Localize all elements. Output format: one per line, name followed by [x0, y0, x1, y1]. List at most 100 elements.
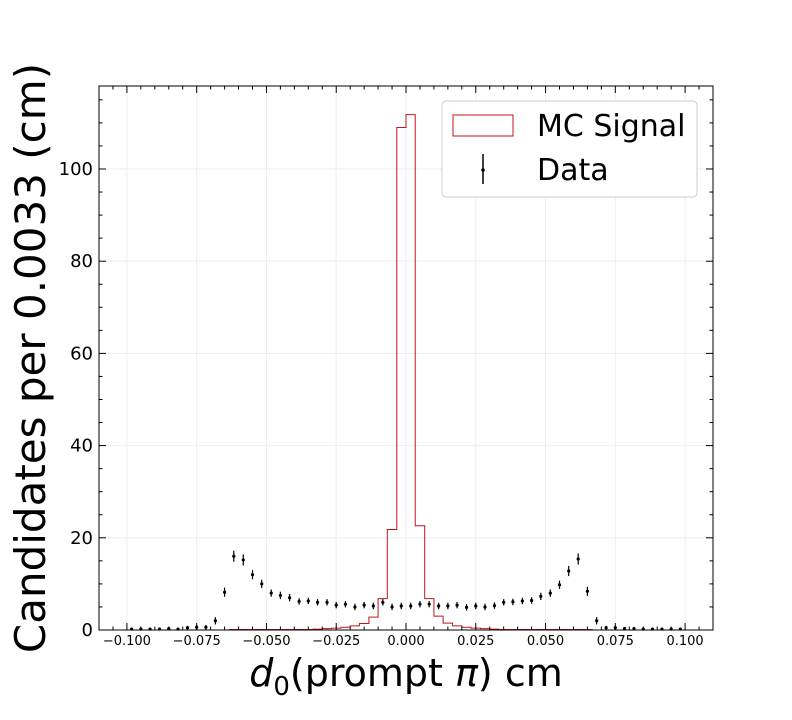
x-tick-label: −0.050 — [242, 634, 290, 649]
data-point — [381, 599, 385, 606]
x-axis-label-sub: 0 — [273, 672, 290, 702]
legend-mc-swatch — [452, 114, 514, 137]
data-marker — [260, 582, 264, 586]
data-point — [288, 594, 292, 602]
data-point — [511, 598, 515, 606]
data-point — [529, 597, 534, 604]
data-marker — [427, 602, 431, 606]
data-point — [446, 602, 450, 610]
x-axis-label: d0(prompt π) cm — [249, 651, 563, 702]
data-point — [595, 617, 599, 625]
data-marker — [353, 605, 357, 609]
x-axis-label-main: d — [249, 651, 274, 695]
data-point — [250, 570, 255, 580]
data-point — [557, 580, 562, 589]
data-marker — [464, 605, 469, 610]
x-tick-label: −0.025 — [312, 634, 360, 649]
data-marker — [232, 554, 236, 558]
data-point — [474, 602, 478, 610]
data-marker — [511, 600, 515, 604]
data-marker — [381, 600, 385, 604]
x-axis-label-close: ) — [478, 651, 493, 695]
data-marker — [474, 604, 478, 608]
data-marker — [585, 589, 590, 593]
data-marker — [529, 598, 534, 603]
data-point — [269, 589, 273, 597]
data-marker — [418, 602, 422, 606]
x-tick-label: −0.100 — [103, 634, 151, 649]
legend-data-marker — [481, 168, 485, 172]
data-point — [362, 601, 366, 609]
data-marker — [502, 600, 506, 604]
data-point — [483, 603, 487, 611]
x-tick-label: 0.050 — [527, 634, 564, 649]
data-marker — [306, 599, 310, 603]
data-marker — [437, 604, 441, 608]
data-marker — [315, 600, 320, 604]
data-point — [520, 597, 524, 605]
data-marker — [539, 594, 543, 598]
data-point — [464, 604, 469, 611]
data-marker — [576, 557, 580, 561]
data-point — [185, 625, 190, 630]
data-point — [567, 565, 571, 577]
data-marker — [567, 569, 571, 573]
data-point — [502, 599, 506, 606]
data-point — [315, 599, 320, 606]
data-point — [409, 602, 413, 610]
y-tick-label: 20 — [70, 528, 93, 549]
data-point — [437, 602, 441, 610]
data-marker — [278, 593, 283, 598]
data-point — [399, 602, 403, 610]
data-marker — [334, 603, 338, 607]
y-tick-label: 60 — [70, 343, 93, 364]
legend-mc-label: MC Signal — [537, 109, 686, 144]
y-tick-label: 0 — [82, 620, 93, 641]
data-point — [418, 600, 422, 608]
data-marker — [409, 604, 413, 608]
legend-box — [441, 100, 698, 198]
data-point — [492, 602, 497, 609]
x-tick-label: −0.075 — [173, 634, 221, 649]
x-axis-label-greek: π — [455, 651, 479, 695]
data-marker — [343, 602, 348, 606]
data-point — [576, 553, 580, 565]
data-point — [427, 600, 431, 608]
data-marker — [548, 591, 552, 595]
data-point — [343, 600, 348, 608]
y-axis-label: Candidates per 0.0033 (cm) — [6, 63, 55, 653]
data-marker — [250, 573, 255, 577]
x-axis-label-paren: (prompt — [290, 651, 455, 695]
data-point — [241, 554, 245, 566]
data-point — [306, 597, 310, 605]
data-marker — [520, 599, 524, 603]
data-point — [204, 624, 208, 630]
data-marker — [557, 583, 562, 587]
data-marker — [492, 603, 497, 608]
data-marker — [446, 604, 450, 608]
legend: MC Signal Data — [441, 100, 698, 198]
data-marker — [269, 591, 273, 595]
data-marker — [371, 604, 375, 608]
legend-data-label: Data — [537, 153, 609, 188]
data-marker — [604, 626, 608, 630]
data-point — [371, 602, 375, 610]
y-tick-label: 80 — [70, 251, 93, 272]
x-tick-label: 0.025 — [457, 634, 494, 649]
data-marker — [297, 599, 301, 604]
data-point — [232, 550, 236, 562]
data-point — [278, 591, 283, 600]
data-marker — [622, 627, 627, 631]
data-marker — [241, 558, 245, 562]
x-tick-label: 0.000 — [387, 634, 424, 649]
data-marker — [455, 603, 459, 607]
data-marker — [288, 596, 292, 600]
data-marker — [185, 626, 190, 630]
data-point — [334, 601, 338, 609]
data-marker — [399, 604, 403, 608]
data-point — [604, 625, 608, 630]
data-marker — [362, 603, 366, 607]
data-point — [213, 617, 217, 625]
data-point — [297, 598, 301, 605]
